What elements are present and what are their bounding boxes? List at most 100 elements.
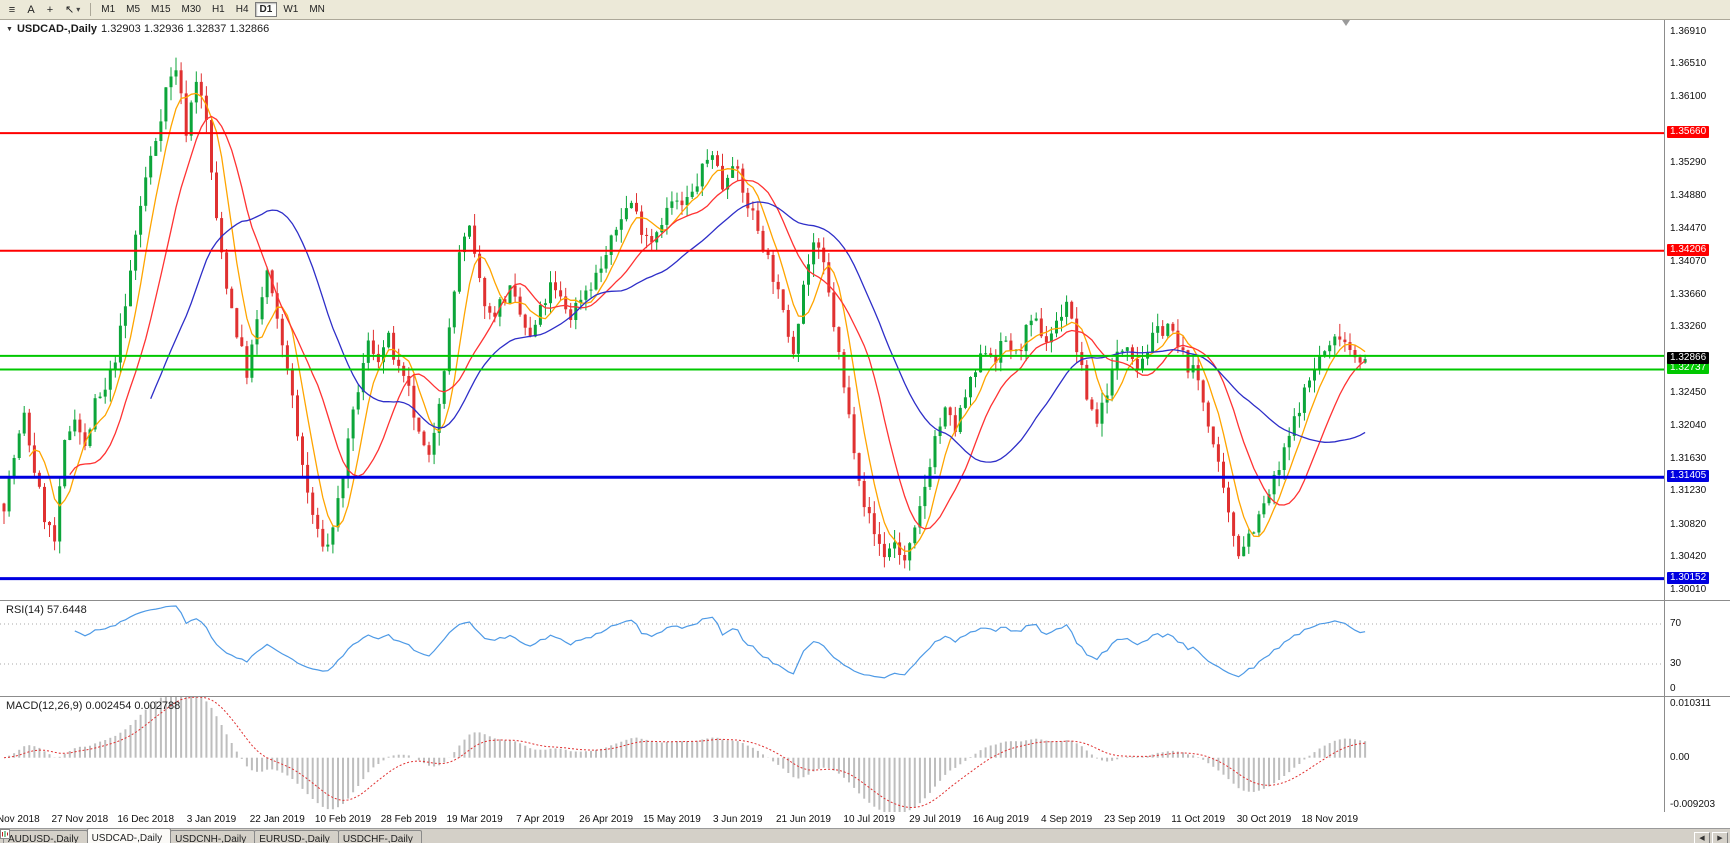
price-line-label: 1.31405 — [1667, 470, 1710, 483]
rsi-level-label: 30 — [1670, 658, 1682, 669]
chart-shift-marker[interactable] — [1342, 20, 1350, 26]
macd-pane[interactable]: MACD(12,26,9) 0.002454 0.002788 0.010311… — [0, 697, 1730, 812]
price-axis-label: 1.35290 — [1670, 156, 1707, 168]
timeframe-button-m5[interactable]: M5 — [121, 2, 145, 17]
top-toolbar: ≡ A + ↖ ▾ M1 M5 M15 M30 H1 H4 D1 W1 MN — [0, 0, 1730, 20]
price-axis-label: 1.31630 — [1670, 453, 1707, 465]
chart-window: ▼ USDCAD-,Daily 1.32903 1.32936 1.32837 … — [0, 20, 1730, 828]
date-axis-label: 7 Apr 2019 — [516, 814, 565, 825]
timeframe-button-h1[interactable]: H1 — [207, 2, 230, 17]
timeframe-button-w1[interactable]: W1 — [278, 2, 303, 17]
date-axis-label: 10 Feb 2019 — [314, 814, 372, 825]
pane-separator[interactable] — [0, 600, 1730, 601]
date-axis-label: 23 Sep 2019 — [1104, 814, 1161, 825]
price-line-label: 1.32737 — [1667, 362, 1710, 375]
date-axis-label: 3 Jan 2019 — [186, 814, 237, 825]
date-axis-label: 27 Nov 2018 — [51, 814, 109, 825]
axis-separator — [1664, 20, 1665, 812]
candlestick-chart[interactable] — [0, 20, 1664, 600]
tab-chart-icon — [0, 829, 10, 839]
date-axis-label: 15 May 2019 — [642, 814, 701, 825]
pane-separator[interactable] — [0, 696, 1730, 697]
price-axis: 1.36910 1.36510 1.36100 1.35290 1.34880 1.344… — [1665, 20, 1730, 600]
macd-label: MACD(12,26,9) 0.002454 0.002788 — [6, 700, 181, 712]
price-axis-label: 1.34880 — [1670, 190, 1707, 202]
date-axis-label: 18 Nov 2019 — [1301, 814, 1359, 825]
price-axis-label: 1.36100 — [1670, 91, 1707, 103]
tab-scroll-right-button[interactable]: ▶ — [1712, 832, 1728, 843]
price-line-label: 1.30152 — [1667, 571, 1710, 584]
date-axis-label: 8 Nov 2018 — [0, 814, 40, 825]
timeframe-button-m1[interactable]: M1 — [96, 2, 120, 17]
price-line-label: 1.34206 — [1667, 243, 1710, 256]
chart-tab-label: USDCHF-,Daily — [342, 833, 413, 843]
macd-chart — [3, 697, 1367, 812]
rsi-axis: 70 30 0 — [1665, 601, 1730, 696]
chart-tab-eurusd[interactable]: EURUSD-,Daily — [0, 829, 339, 843]
date-axis-label: 22 Jan 2019 — [249, 814, 305, 825]
date-axis-label: 30 Oct 2019 — [1236, 814, 1292, 825]
rsi-header: RSI(14) 57.6448 — [6, 604, 87, 616]
collapse-marker-icon[interactable]: ▼ — [6, 25, 13, 33]
chart-tab-usdcnh[interactable]: USDCNH-,Daily — [0, 829, 256, 843]
rsi-pane[interactable]: RSI(14) 57.6448 70 30 0 — [0, 601, 1730, 696]
chart-tabbar: AUDUSD-,Daily USDCAD-,Daily USDCNH-,Daily E… — [0, 828, 1730, 843]
date-axis-label: 4 Sep 2019 — [1041, 814, 1093, 825]
price-axis-label: 1.36910 — [1670, 25, 1707, 37]
price-axis-label: 1.32450 — [1670, 386, 1707, 398]
tab-scroll-left-button[interactable]: ◀ — [1694, 832, 1710, 843]
date-axis-label: 3 Jun 2019 — [712, 814, 763, 825]
price-axis-label: 1.36510 — [1670, 58, 1707, 70]
current-price-label: 1.32866 — [1667, 352, 1710, 365]
date-axis-label: 16 Dec 2018 — [117, 814, 175, 825]
toolbar-separator — [90, 3, 92, 16]
price-axis-label: 1.30820 — [1670, 518, 1707, 530]
tab-scroll-controls: ◀ ▶ — [1694, 832, 1728, 843]
timeframe-button-d1[interactable]: D1 — [254, 2, 278, 17]
chart-header: ▼ USDCAD-,Daily 1.32903 1.32936 1.32837 … — [6, 23, 269, 35]
chart-tab-label: USDCAD-,Daily — [91, 832, 163, 843]
price-axis-label: 1.33260 — [1670, 321, 1707, 333]
ohlc-values: 1.32903 1.32936 1.32837 1.32866 — [101, 23, 270, 35]
date-axis-label: 26 Apr 2019 — [579, 814, 634, 825]
price-pane[interactable]: ▼ USDCAD-,Daily 1.32903 1.32936 1.32837 … — [0, 20, 1730, 600]
price-axis-label: 1.32040 — [1670, 419, 1707, 431]
chart-tab-usdchf[interactable]: USDCHF-,Daily — [0, 829, 422, 843]
date-axis-label: 16 Aug 2019 — [972, 814, 1029, 825]
indicator-list-icon[interactable]: ≡ — [3, 2, 21, 17]
macd-axis-label: -0.009203 — [1670, 799, 1716, 810]
chart-tab-usdcad[interactable]: USDCAD-,Daily — [0, 828, 172, 843]
chart-tab-audusd[interactable]: AUDUSD-,Daily — [0, 829, 88, 843]
date-axis-label: 19 Mar 2019 — [446, 814, 503, 825]
macd-axis: 0.010311 0.00 -0.009203 — [1665, 697, 1730, 812]
date-axis-label: 11 Oct 2019 — [1171, 814, 1226, 825]
rsi-label: RSI(14) 57.6448 — [6, 604, 87, 616]
rsi-level-label: 70 — [1670, 618, 1682, 629]
chart-tab-label: USDCNH-,Daily — [175, 833, 247, 843]
symbol-label: USDCAD-,Daily — [16, 23, 98, 35]
timeframe-button-h4[interactable]: H4 — [231, 2, 254, 17]
timeframe-button-m15[interactable]: M15 — [146, 2, 175, 17]
chart-tab-label: AUDUSD-,Daily — [8, 833, 79, 843]
price-axis-label: 1.31230 — [1670, 485, 1707, 497]
price-line-label: 1.35660 — [1667, 126, 1710, 139]
date-axis-label: 28 Feb 2019 — [380, 814, 437, 825]
dropdown-arrow-icon: ▾ — [76, 4, 81, 14]
macd-axis-label: 0.010311 — [1670, 698, 1711, 709]
macd-axis-label: 0.00 — [1670, 751, 1690, 763]
crosshair-icon[interactable]: + — [41, 2, 59, 17]
rsi-level-label: 0 — [1670, 683, 1676, 694]
price-axis-label: 1.33660 — [1670, 288, 1707, 300]
text-annotation-icon[interactable]: A — [22, 2, 40, 17]
pointer-tool-button[interactable]: ↖ ▾ — [60, 2, 85, 17]
price-axis-label: 1.30010 — [1670, 584, 1707, 596]
timeframe-button-mn[interactable]: MN — [304, 2, 330, 17]
price-axis-label: 1.34470 — [1670, 223, 1707, 235]
price-axis-label: 1.30420 — [1670, 550, 1707, 562]
timeframe-buttons: M1 M5 M15 M30 H1 H4 D1 W1 MN — [96, 2, 330, 17]
date-axis-label: 29 Jul 2019 — [909, 814, 961, 825]
timeframe-button-m30[interactable]: M30 — [177, 2, 206, 17]
rsi-chart — [0, 605, 1664, 679]
date-axis-label: 21 Jun 2019 — [775, 814, 831, 825]
pointer-tool-icon: ↖ — [65, 3, 75, 16]
